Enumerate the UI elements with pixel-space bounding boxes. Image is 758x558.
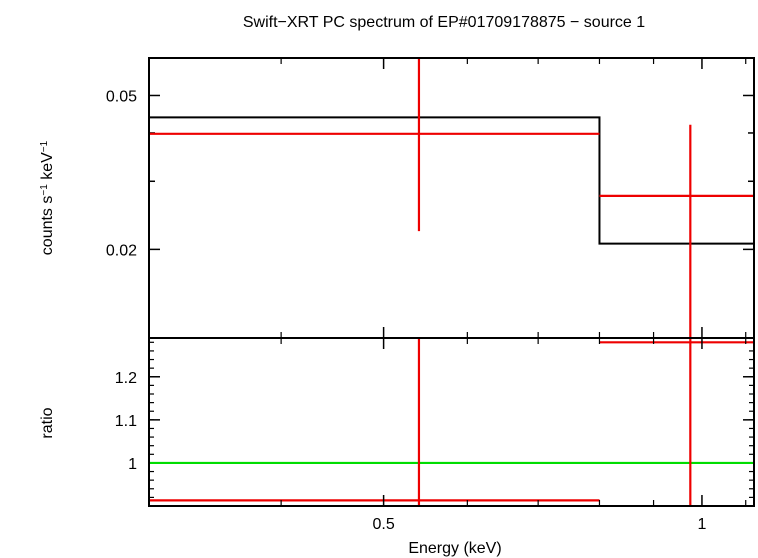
ylabel-kev-part: keV — [39, 152, 56, 184]
spectrum-panel: 0.05 0.02 counts s−1 keV−1 — [39, 58, 754, 338]
ratio-major-ticks — [149, 376, 754, 464]
y-tick-label-1: 1 — [128, 456, 137, 473]
x-tick-label-0-5: 0.5 — [372, 516, 394, 533]
spectrum-panel-frame — [148, 57, 755, 339]
x-axis-title: Energy (keV) — [408, 540, 501, 557]
ylabel-exponent-2: −1 — [39, 140, 50, 152]
spectrum-data-point-1 — [149, 58, 600, 232]
spectrum-major-ticks — [149, 94, 754, 251]
spectrum-tick-labels: 0.05 0.02 — [106, 88, 137, 259]
ratio-panel: 1.2 1.1 1 ratio — [39, 338, 754, 506]
x-axis: 0.5 1 Energy (keV) — [280, 58, 747, 557]
ratio-minor-ticks — [149, 341, 754, 498]
spectrum-data-points — [149, 58, 754, 338]
model-steps — [149, 116, 754, 245]
ylabel-exponent-1: −1 — [39, 184, 50, 196]
ylabel-counts-part: counts s — [39, 196, 56, 256]
ratio-data-point-2 — [599, 338, 754, 506]
chart-title: Swift−XRT PC spectrum of EP#01709178875 … — [243, 14, 645, 31]
y-axis-title-spectrum: counts s−1 keV−1 — [39, 140, 57, 255]
y-tick-label-1-2: 1.2 — [115, 370, 137, 387]
x-tick-label-1: 1 — [697, 516, 706, 533]
y-tick-label-1-1: 1.1 — [115, 413, 137, 430]
x-ticks — [280, 58, 747, 506]
spectrum-minor-ticks — [149, 132, 754, 183]
y-tick-label-0-02: 0.02 — [106, 242, 137, 259]
ratio-data-points — [149, 338, 754, 506]
ratio-data-point-1 — [149, 338, 600, 506]
ratio-panel-frame — [148, 337, 755, 507]
ratio-tick-labels: 1.2 1.1 1 — [115, 370, 137, 473]
spectrum-data-point-2 — [599, 124, 754, 338]
model-step-line — [149, 116, 754, 245]
y-tick-label-0-05: 0.05 — [106, 88, 137, 105]
y-axis-title-ratio: ratio — [39, 407, 56, 438]
